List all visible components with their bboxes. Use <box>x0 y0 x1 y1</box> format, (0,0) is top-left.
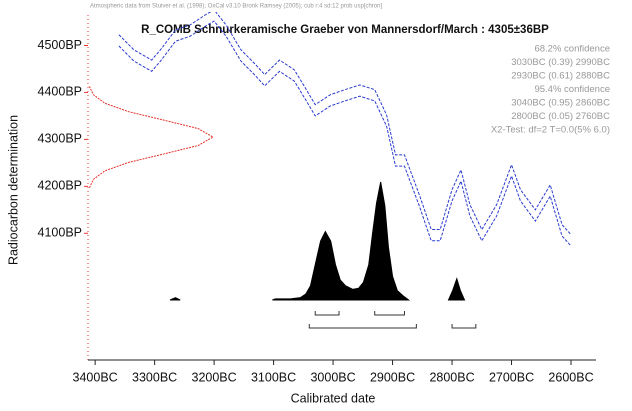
y-tick-label: 4300BP <box>38 132 82 146</box>
legend-line: 68.2% confidence <box>534 44 610 55</box>
y-tick-label: 4400BP <box>38 85 82 99</box>
x-tick-label: 3400BC <box>73 370 118 384</box>
legend-line: 3030BC (0.39) 2990BC <box>511 57 610 68</box>
x-tick-label: 3200BC <box>192 370 237 384</box>
range-bracket <box>374 311 405 316</box>
plot-area <box>88 12 572 301</box>
x-tick-label: 3300BC <box>132 370 177 384</box>
chart-title: R_COMB Schnurkeramische Graeber von Mann… <box>141 24 549 36</box>
legend-line: 2930BC (0.61) 2880BC <box>511 71 610 82</box>
range-bracket <box>451 324 477 329</box>
range-bracket <box>314 311 340 316</box>
legend-line: 2800BC (0.05) 2760BC <box>511 111 610 122</box>
y-tick-label: 4200BP <box>38 179 82 193</box>
x-tick-label: 2800BC <box>429 370 474 384</box>
x-tick-label: 2700BC <box>489 370 534 384</box>
x-tick-label: 2600BC <box>548 370 593 384</box>
legend-line: 95.4% confidence <box>534 84 610 95</box>
x-tick-label: 3000BC <box>310 370 355 384</box>
x-axis-title: Calibrated date <box>291 391 376 405</box>
range-bracket <box>308 324 417 329</box>
x-tick-label: 3100BC <box>251 370 296 384</box>
measurement-distribution <box>88 86 215 188</box>
legend-line: X2-Test: df=2 T=0.0(5% 6.0) <box>491 125 610 136</box>
calibration-curve <box>118 12 572 236</box>
x-tick-label: 2900BC <box>370 370 415 384</box>
legend-line: 3040BC (0.95) 2860BC <box>511 98 610 109</box>
calibration-curve <box>118 20 572 247</box>
y-tick-label: 4100BP <box>38 226 82 240</box>
y-tick-label: 4500BP <box>38 38 82 52</box>
y-axis-title: Radiocarbon determination <box>6 115 20 265</box>
posterior-distribution <box>169 181 466 301</box>
header-note: Atmospheric data from Stuiver et al. (19… <box>90 4 382 10</box>
